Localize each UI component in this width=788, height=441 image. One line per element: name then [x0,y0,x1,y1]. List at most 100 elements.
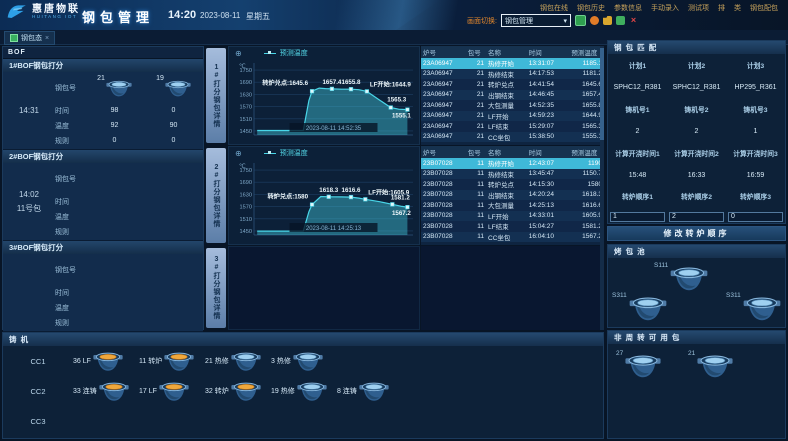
scrollbar[interactable] [600,46,604,330]
table-row[interactable]: 23B07028 11 CC坐包 16:04:10 1567.2 [421,231,604,242]
bof-value: 19 [144,73,203,103]
caster-ladle-item: 21 热修 [205,348,271,374]
bof-section-title-3: 3#BOF钢包打分 [3,241,203,254]
table-cell: 23A06947 [421,110,466,121]
bof-time-cell [3,254,55,331]
converter-order-input-1[interactable] [610,211,665,222]
table-cell: 出钢结束 [486,189,527,200]
bof-section-title-1: 1#BOF钢包打分 [3,59,203,72]
table-cell: 1190 [569,158,604,169]
tab-close-icon[interactable]: × [45,34,50,42]
caster-row-CC3: CC3 [3,406,603,436]
caster-ladle-item: 11 转炉 [139,348,205,374]
table-row[interactable]: 23A06947 21 转炉兑点 14:41:54 1645.6 [421,79,604,90]
table-cell: 1185.1 [569,58,604,69]
table-cell: 11 [465,189,487,200]
bof-row-label: 温度 [55,122,69,130]
menu-item-6[interactable]: 类 [734,5,741,12]
chevron-down-icon: ▾ [563,17,567,25]
weekday: 星期五 [246,12,270,21]
close-icon[interactable]: × [630,15,637,25]
converter-order-input-wrap [667,205,726,223]
table-row[interactable]: 23B07028 11 热修开始 12:43:07 1190 [421,158,604,169]
svg-text:1570: 1570 [240,205,252,211]
match-label: 铸机号3 [743,107,768,114]
card-icon[interactable] [616,16,625,25]
table-row[interactable]: 23B07028 11 大包测量 14:25:13 1616.6 [421,200,604,211]
table-cell: 转炉兑点 [486,79,527,90]
table-cell: 1150.7 [569,168,604,179]
table-row[interactable]: 23A06947 21 CC坐包 15:38:50 1555.1 [421,131,604,142]
column-header: 包号 [465,46,487,58]
table-cell: 热修结束 [486,68,527,79]
svg-text:1690: 1690 [240,180,252,186]
bof-value [144,194,203,209]
bof-value [144,315,203,330]
bof-time-cell: 14:31 [3,72,55,149]
menu-item-5[interactable]: 排 [718,5,725,12]
table-row[interactable]: 23A06947 21 LF开始 14:59:23 1644.9 [421,110,604,121]
table-cell: 14:46:45 [526,89,570,100]
screen-select[interactable]: 钢包管理 ▾ [501,14,571,27]
tab-ladle-status[interactable]: 钢包态 × [4,31,56,45]
svg-text:2023-08-11 14:52:35: 2023-08-11 14:52:35 [306,126,362,132]
table-cell: 1555.1 [569,131,604,142]
menu-item-2[interactable]: 参数信息 [614,5,642,12]
zoom-icon[interactable]: ⊕ [235,148,242,158]
table-row[interactable]: 23B07028 11 热修结束 13:45:47 1150.7 [421,168,604,179]
scrollbar-thumb[interactable] [600,48,604,140]
ladle-matching-title: 钢 包 匹 配 [608,41,785,54]
menu-item-3[interactable]: 手动录入 [651,5,679,12]
table-row[interactable]: 23B07028 11 出钢结束 14:20:24 1618.3 [421,189,604,200]
match-value: 15:48 [628,171,647,179]
modify-converter-order-button[interactable]: 修改转炉顺序 [607,226,786,241]
spare-ladle-title: 非 周 转 可 用 包 [608,331,785,344]
bof-section-body-2: 14:02 11号包 钢包号 时间 温度 规则 [3,163,203,241]
screen-select-value: 钢包管理 [505,17,533,25]
table-cell: 15:29:07 [526,121,570,132]
ladle-status-label: 11 转炉 [139,358,163,365]
table-cell: 1655.8 [569,100,604,111]
menu-item-4[interactable]: 测试项 [688,5,709,12]
table-cell: 23A06947 [421,100,466,111]
ladle-status-label: 17 LF [139,387,157,395]
ladle-icon [231,382,261,401]
converter-order-input-3[interactable] [728,211,783,222]
ladle-number: 27 [616,350,624,357]
table-cell: 1644.9 [569,110,604,121]
table-cell: 23B07028 [421,221,466,232]
table-cell: 1567.2 [569,231,604,242]
match-value: 2 [694,127,699,135]
ladle-status-label: 33 连铸 [73,388,97,395]
menu-item-7[interactable]: 钢包配包 [750,5,778,12]
menu-item-1[interactable]: 钢包历史 [577,5,605,12]
chart-legend: ⊕ 预测温度 [229,47,419,59]
table-cell: 1657.4 [569,89,604,100]
table-row[interactable]: 23A06947 21 大包测量 14:52:35 1655.8 [421,100,604,111]
caster-rows: CC1 36 LF 11 转炉 21 热修 3 热修 CC2 33 连铸 17 LF 32 转炉… [3,346,603,436]
table-row[interactable]: 23A06947 21 热修结束 14:17:53 1181.2 [421,68,604,79]
bof-value [85,255,144,285]
bof-time-cell: 14:02 11号包 [3,163,55,240]
table-row[interactable]: 23B07028 11 转炉兑点 14:15:30 1580 [421,179,604,190]
folder-icon[interactable] [603,16,612,25]
zoom-icon[interactable]: ⊕ [235,48,242,58]
ladle-status-label: 19 热修 [271,388,295,395]
monitor-icon[interactable] [575,15,586,26]
menu-item-0[interactable]: 钢包在线 [540,5,568,12]
table-cell: LF结束 [486,221,527,232]
converter-order-input-2[interactable] [669,211,724,222]
table-header: 炉号 包号 名称 时间 预测温度 [421,46,604,58]
table-row[interactable]: 23A06947 21 热修开始 13:31:07 1185.1 [421,58,604,69]
table-row[interactable]: 23A06947 21 LF结束 15:29:07 1565.3 [421,121,604,132]
svg-text:1450: 1450 [240,229,252,235]
ladle-icon [297,382,327,401]
table-row[interactable]: 23B07028 11 LF结束 15:04:27 1581.2 [421,221,604,232]
alarm-icon[interactable] [590,16,599,25]
table-row[interactable]: 23A06947 21 出钢结束 14:46:45 1657.4 [421,89,604,100]
table-row[interactable]: 23B07028 11 LF开始 14:33:01 1605.9 [421,210,604,221]
table-cell: 14:59:23 [526,110,570,121]
svg-text:1450: 1450 [240,129,252,135]
match-value: 2 [635,127,640,135]
bof-row-label: 钢包号 [55,267,76,274]
